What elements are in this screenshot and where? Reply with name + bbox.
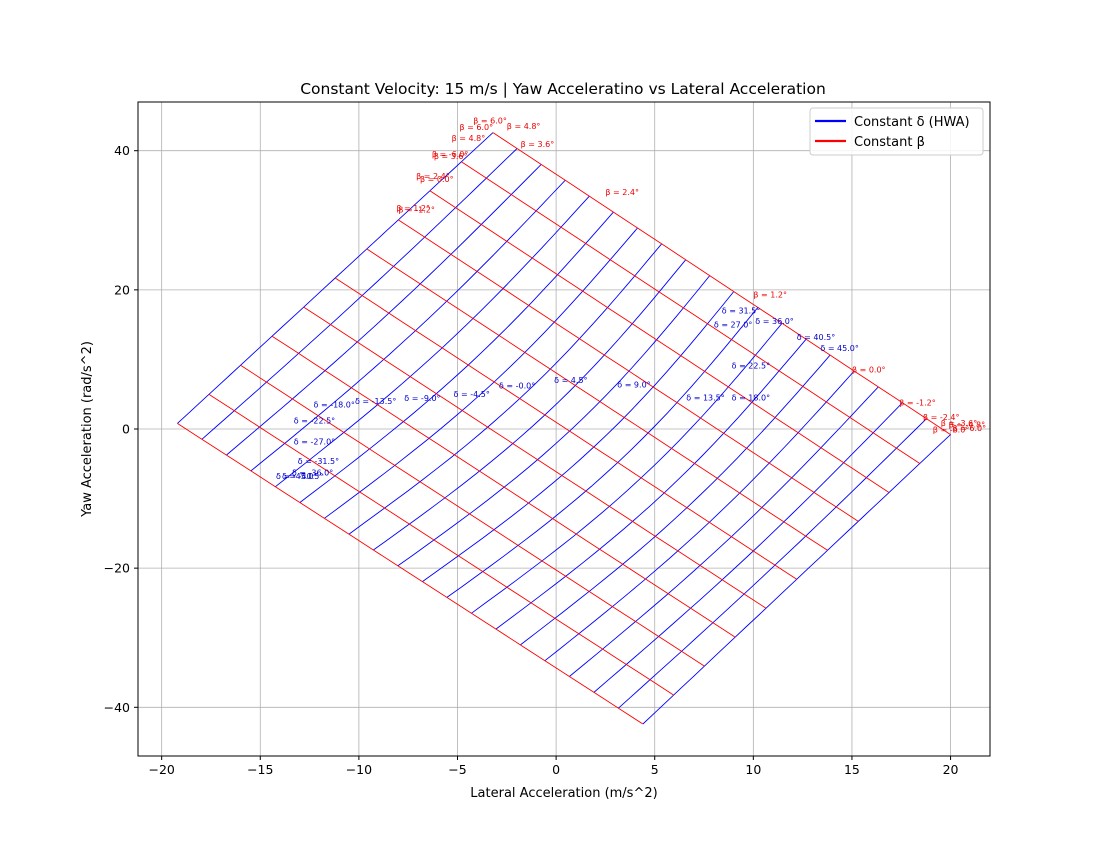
legend-delta-label: Constant δ (HWA) bbox=[854, 115, 970, 130]
beta-line bbox=[208, 394, 674, 696]
beta-label: β = 3.6° bbox=[434, 152, 468, 161]
delta-label: δ = -45.0° bbox=[276, 472, 317, 481]
beta-label: β = -3.6° bbox=[941, 419, 978, 428]
beta-line bbox=[303, 306, 767, 609]
x-tick-label: −15 bbox=[247, 762, 273, 777]
beta-label: β = 3.6° bbox=[521, 140, 555, 149]
y-tick-label: 0 bbox=[122, 422, 130, 437]
delta-label: δ = 27.0° bbox=[714, 320, 753, 329]
x-tick-label: 5 bbox=[651, 762, 659, 777]
y-tick-label: 20 bbox=[114, 282, 130, 297]
beta-label: β = -6.0° bbox=[432, 150, 469, 159]
beta-label: β = -1.2° bbox=[398, 206, 435, 215]
delta-label: δ = -13.5° bbox=[355, 397, 396, 406]
beta-line bbox=[492, 132, 951, 435]
beta-labels: β = 6.0°β = 4.8°β = 3.6°β = 2.4°β = 1.2°… bbox=[396, 117, 986, 435]
constant-beta-lines bbox=[177, 132, 951, 725]
beta-label: β = 2.4° bbox=[416, 172, 450, 181]
grid bbox=[138, 102, 990, 756]
x-tick-label: 0 bbox=[552, 762, 560, 777]
delta-label: δ = 36.0° bbox=[755, 317, 794, 326]
delta-label: δ = 9.0° bbox=[617, 380, 650, 389]
beta-label: β = 0.0° bbox=[420, 175, 454, 184]
delta-labels: δ = -45.0°δ = -40.5°δ = -36.0° δ = -31.5°… bbox=[276, 307, 859, 482]
beta-line bbox=[177, 423, 644, 725]
delta-label: δ = -4.5° bbox=[454, 390, 490, 399]
beta-label: β = -1.2° bbox=[899, 398, 936, 407]
beta-label: β = -2.4° bbox=[923, 413, 960, 422]
x-tick-label: −10 bbox=[346, 762, 372, 777]
delta-label: δ = 4.5° bbox=[554, 376, 587, 385]
beta-line bbox=[271, 335, 736, 638]
delta-label: δ = -31.5° bbox=[298, 457, 339, 466]
x-tick-label: 15 bbox=[844, 762, 860, 777]
y-axis-ticks: −40 −20 0 20 40 bbox=[104, 143, 138, 715]
delta-label: δ = -40.5° bbox=[282, 472, 323, 481]
legend-beta-label: Constant β bbox=[854, 135, 925, 150]
beta-label: β = 4.8° bbox=[452, 134, 486, 143]
legend: Constant δ (HWA) Constant β bbox=[809, 107, 984, 156]
delta-label: δ = 22.5° bbox=[732, 361, 771, 370]
y-tick-label: 40 bbox=[114, 143, 130, 158]
x-tick-label: 10 bbox=[745, 762, 761, 777]
delta-label: δ = -18.0° bbox=[314, 400, 355, 409]
delta-label: δ = 31.5° bbox=[722, 307, 761, 316]
beta-label: β = 1.2° bbox=[753, 291, 787, 300]
beta-label: β = 4.8° bbox=[507, 122, 541, 131]
beta-line bbox=[461, 161, 921, 464]
delta-label: δ = 18.0° bbox=[732, 393, 771, 402]
beta-label: β = -6.0° bbox=[933, 425, 970, 434]
beta-label: β = 1.2° bbox=[396, 204, 430, 213]
x-tick-label: 20 bbox=[943, 762, 959, 777]
delta-label: δ = -0.0° bbox=[499, 382, 535, 391]
beta-line bbox=[366, 248, 828, 551]
beta-label: β = 6.0° bbox=[473, 117, 507, 126]
beta-line bbox=[334, 277, 797, 580]
beta-label: β = -4.8° bbox=[949, 421, 986, 430]
beta-line bbox=[240, 364, 705, 667]
y-axis-label: Yaw Acceleration (rad/s^2) bbox=[80, 341, 95, 518]
x-tick-label: −20 bbox=[148, 762, 174, 777]
beta-label: β = 6.0° bbox=[953, 424, 987, 433]
delta-label: δ = -22.5° bbox=[294, 416, 335, 425]
beta-line bbox=[429, 190, 890, 493]
x-axis-label: Lateral Acceleration (m/s^2) bbox=[470, 786, 657, 801]
beta-label: β = 0.0° bbox=[852, 366, 886, 375]
y-tick-label: −20 bbox=[104, 561, 130, 576]
x-axis-ticks: −20 −15 −10 −5 0 5 10 15 20 bbox=[148, 756, 959, 777]
delta-label: δ = 45.0° bbox=[820, 344, 859, 353]
delta-label: δ = 40.5° bbox=[797, 333, 836, 342]
beta-label: β = 2.4° bbox=[605, 188, 639, 197]
delta-label: δ = -36.0° bbox=[292, 469, 333, 478]
x-tick-label: −5 bbox=[448, 762, 466, 777]
delta-label: δ = 13.5° bbox=[686, 393, 725, 402]
beta-line bbox=[398, 219, 859, 522]
legend-box bbox=[809, 107, 984, 156]
y-tick-label: −40 bbox=[104, 700, 130, 715]
chart-title: Constant Velocity: 15 m/s | Yaw Accelera… bbox=[300, 80, 826, 98]
delta-label: δ = -27.0° bbox=[294, 437, 335, 446]
delta-label: δ = -9.0° bbox=[404, 394, 440, 403]
beta-label: β = 6.0° bbox=[459, 123, 493, 132]
